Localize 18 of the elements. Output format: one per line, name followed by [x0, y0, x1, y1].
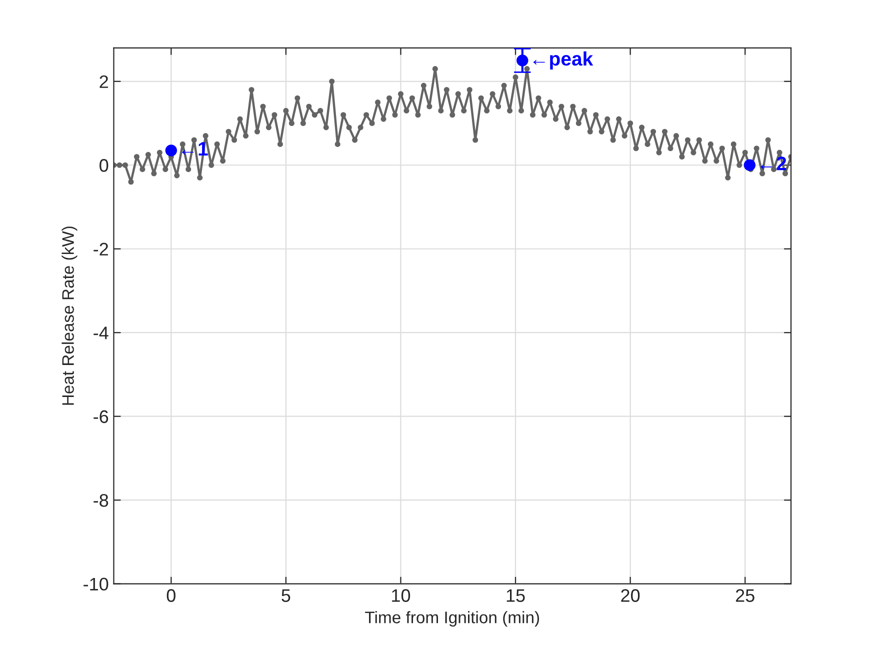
x-tick-label: 0 [166, 589, 176, 602]
x-tick-label: 20 [621, 589, 640, 602]
y-tick-label: 2 [100, 75, 108, 88]
y-axis-title: Heat Release Rate (kW) [62, 226, 78, 405]
x-axis-title: Time from Ignition (min) [365, 611, 540, 627]
y-tick-label: -6 [94, 410, 108, 424]
x-tick-label: 15 [506, 589, 525, 602]
annotation: ←peak [533, 51, 594, 70]
point [744, 159, 756, 171]
x-tick-label: 25 [736, 589, 754, 602]
x-tick-label: 5 [282, 589, 290, 602]
y-tick-label: -2 [94, 242, 108, 256]
y-tick-label: 0 [100, 159, 108, 172]
y-tick-label: -10 [84, 578, 108, 591]
y-tick-label: -8 [94, 494, 108, 507]
y-tick-label: -4 [94, 326, 108, 340]
point [165, 144, 177, 156]
x-tick-label: 10 [392, 589, 410, 602]
